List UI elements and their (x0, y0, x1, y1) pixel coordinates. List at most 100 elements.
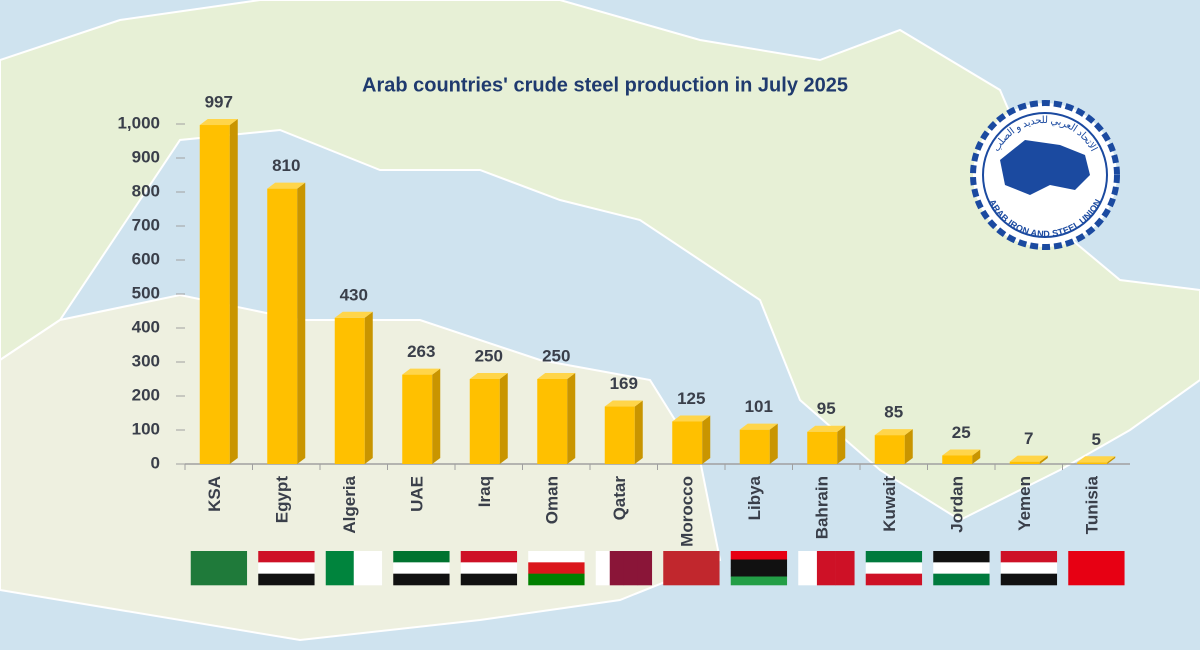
flag-part (730, 568, 788, 577)
value-label: 169 (610, 374, 638, 393)
flag-part (393, 562, 450, 574)
flag-part (528, 573, 585, 586)
bar-top (1077, 456, 1116, 463)
map-land (0, 0, 1200, 522)
bar-top (402, 368, 441, 375)
bar-group (537, 373, 576, 464)
flag-part (933, 573, 990, 586)
bar-side (1039, 455, 1048, 464)
flag-part (663, 551, 720, 586)
x-tick-label: Yemen (1015, 476, 1034, 531)
bar-top (199, 119, 238, 126)
bar (739, 429, 770, 464)
flag-part (1000, 562, 1058, 574)
flag-part (798, 551, 818, 586)
bar (334, 317, 365, 464)
bar-top (807, 425, 846, 432)
bar-side (364, 311, 373, 464)
bar-side (432, 368, 441, 464)
bar-top (334, 311, 373, 318)
flag-part (1068, 551, 1125, 586)
flag (393, 551, 450, 586)
bar-group (1009, 455, 1048, 464)
chart-title: Arab countries' crude steel production i… (362, 74, 848, 96)
flag-part (460, 551, 518, 563)
flag-part (816, 551, 836, 586)
bar-side (769, 423, 778, 464)
y-tick-label: 400 (132, 317, 160, 336)
bar (267, 188, 298, 464)
y-tick-label: 300 (132, 351, 160, 370)
bar (199, 125, 230, 465)
flag-part (865, 551, 923, 563)
bar-top (267, 182, 306, 189)
bar-side (567, 373, 576, 464)
flag (730, 551, 788, 586)
bar (1077, 462, 1108, 464)
bar-group (469, 373, 508, 464)
flag-part (730, 551, 788, 560)
x-tick-label: UAE (408, 476, 427, 512)
flag-part (637, 551, 653, 586)
flag-part (528, 562, 585, 574)
bar (672, 421, 703, 464)
bar-side (702, 415, 711, 464)
bar (942, 455, 973, 464)
value-label: 5 (1092, 430, 1101, 449)
bar-side (837, 425, 846, 464)
bar (874, 435, 905, 464)
flag-part (730, 559, 788, 569)
flag (460, 551, 518, 586)
x-tick-label: Egypt (273, 476, 292, 524)
flag-part (865, 573, 923, 586)
bar-group (267, 182, 306, 464)
flag-part (865, 562, 923, 574)
x-tick-label: Algeria (340, 475, 359, 533)
flag-part (460, 573, 518, 586)
flag (528, 551, 585, 586)
flag-part (460, 562, 518, 574)
flag-part (258, 573, 315, 586)
x-tick-label: KSA (205, 476, 224, 512)
flag-part (258, 562, 315, 574)
bar-side (1107, 456, 1116, 464)
flag-part (835, 551, 855, 586)
flag-part (190, 551, 248, 586)
value-label: 25 (952, 423, 971, 442)
bar-top (739, 423, 778, 430)
value-label: 125 (677, 389, 705, 408)
y-tick-label: 900 (132, 147, 160, 166)
bar-top (874, 429, 913, 436)
bar (402, 374, 433, 464)
x-tick-label: Jordan (948, 476, 967, 533)
flag-part (933, 551, 990, 563)
flag-part (1000, 573, 1058, 586)
bar-group (807, 425, 846, 464)
x-tick-label: Morocco (678, 476, 697, 547)
bar-group (672, 415, 711, 464)
flag-part (595, 551, 611, 586)
flag-part (258, 551, 315, 563)
y-tick-label: 600 (132, 249, 160, 268)
bar-group (739, 423, 778, 464)
flag-part (393, 573, 450, 586)
bar-top (942, 449, 981, 456)
bar-top (1009, 455, 1048, 462)
flag (1068, 551, 1125, 586)
value-label: 95 (817, 399, 836, 418)
bar-top (469, 373, 508, 379)
value-label: 85 (884, 403, 903, 422)
bar-group (1077, 456, 1116, 464)
flag (1000, 551, 1058, 586)
bar-side (634, 400, 643, 464)
y-tick-label: 0 (151, 453, 160, 472)
flag-part (933, 562, 990, 574)
x-tick-label: Kuwait (880, 476, 899, 532)
bar-group (334, 311, 373, 464)
bar-side (229, 119, 238, 465)
flag (595, 551, 653, 586)
x-tick-label: Libya (745, 475, 764, 520)
bar (469, 379, 500, 464)
bar (807, 431, 838, 464)
